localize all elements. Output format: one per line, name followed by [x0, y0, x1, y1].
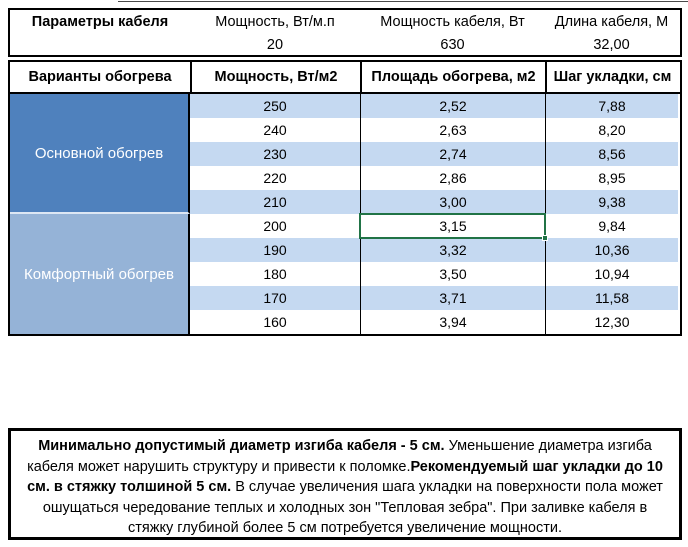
value-cell[interactable]: 210: [190, 190, 360, 214]
note-segment: Рекомендуемый шаг укладки до 10 см. в ст…: [27, 458, 663, 496]
note-segment: Минимально допустимый диаметр изгиба каб…: [38, 438, 445, 454]
cable-power-value-cell[interactable]: 630: [440, 36, 465, 53]
value-cell[interactable]: 200: [190, 214, 360, 238]
group-label-cell[interactable]: Основной обогрев: [10, 94, 190, 214]
value-cell[interactable]: 7,88: [545, 94, 678, 118]
value-cell[interactable]: 180: [190, 262, 360, 286]
value-cell[interactable]: 160: [190, 310, 360, 334]
cable-length-value-cell[interactable]: 32,00: [593, 36, 630, 53]
cable-parameters-block: Параметры кабеля Мощность, Вт/м.п Мощнос…: [8, 8, 682, 57]
empty-cell[interactable]: [10, 34, 190, 55]
value-cell[interactable]: 9,38: [545, 190, 678, 214]
note-box[interactable]: Минимально допустимый диаметр изгиба каб…: [8, 428, 682, 540]
value-cell[interactable]: 11,58: [545, 286, 678, 310]
value-cell[interactable]: 8,95: [545, 166, 678, 190]
value-cell[interactable]: 230: [190, 142, 360, 166]
parameters-title-cell[interactable]: Параметры кабеля: [31, 14, 169, 30]
value-cell[interactable]: 12,30: [545, 310, 678, 334]
value-cell[interactable]: 250: [190, 94, 360, 118]
value-cell[interactable]: 2,74: [360, 142, 545, 166]
spreadsheet-gridline: [118, 1, 688, 2]
value-cell[interactable]: 9,84: [545, 214, 678, 238]
cable-length-label-cell[interactable]: Длина кабеля, М: [554, 14, 669, 30]
value-cell[interactable]: 190: [190, 238, 360, 262]
table-header-row: Варианты обогрева Мощность, Вт/м2 Площад…: [8, 60, 682, 94]
value-cell[interactable]: 2,63: [360, 118, 545, 142]
value-cell[interactable]: 8,20: [545, 118, 678, 142]
value-cell[interactable]: 2,86: [360, 166, 545, 190]
value-cell[interactable]: 3,71: [360, 286, 545, 310]
table-data-grid: Основной обогрев 250 2,52 7,88 240 2,63 8,20 23…: [8, 94, 682, 336]
value-cell[interactable]: 2,52: [360, 94, 545, 118]
header-heating-area[interactable]: Площадь обогрева, м2: [360, 62, 545, 92]
selection-fill-handle[interactable]: [542, 235, 548, 241]
power-per-meter-label-cell[interactable]: Мощность, Вт/м.п: [215, 14, 335, 30]
power-per-meter-value-cell[interactable]: 20: [266, 36, 284, 53]
value-cell[interactable]: 3,94: [360, 310, 545, 334]
value-cell[interactable]: 10,94: [545, 262, 678, 286]
group-label-cell[interactable]: Комфортный обогрев: [10, 214, 190, 334]
selected-cell[interactable]: 3,15: [359, 213, 548, 241]
header-heating-variants[interactable]: Варианты обогрева: [28, 69, 172, 85]
header-laying-step[interactable]: Шаг укладки, см: [545, 62, 678, 92]
value-cell[interactable]: 8,56: [545, 142, 678, 166]
value-cell[interactable]: 10,36: [545, 238, 678, 262]
value-cell[interactable]: 3,32: [360, 238, 545, 262]
cable-power-label-cell[interactable]: Мощность кабеля, Вт: [380, 14, 525, 30]
header-power-density[interactable]: Мощность, Вт/м2: [190, 62, 360, 92]
value-cell[interactable]: 3,50: [360, 262, 545, 286]
value-cell[interactable]: 3,00: [360, 190, 545, 214]
note-segment: Уменьшение диаметра изгиба кабеля может …: [27, 438, 652, 475]
spreadsheet-area: Параметры кабеля Мощность, Вт/м.п Мощнос…: [8, 8, 682, 336]
note-segment: В случае увеличения шага укладки на пове…: [42, 479, 663, 536]
value-cell[interactable]: 240: [190, 118, 360, 142]
value-cell[interactable]: 170: [190, 286, 360, 310]
value-cell[interactable]: 220: [190, 166, 360, 190]
